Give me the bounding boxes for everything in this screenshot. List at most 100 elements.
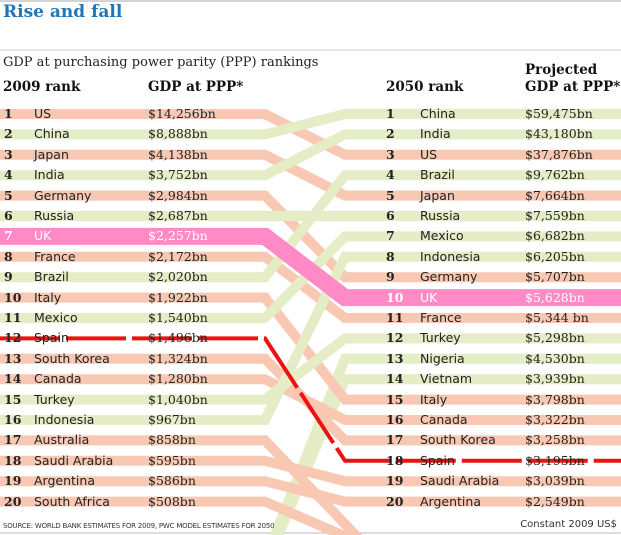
- right-country: Japan: [420, 187, 455, 203]
- right-gdp: $5,707bn: [525, 269, 585, 285]
- chart-subtitle: GDP at purchasing power parity (PPP) ran…: [3, 55, 319, 70]
- left-country: Russia: [34, 208, 75, 223]
- right-country: Russia: [420, 208, 461, 223]
- left-rank: 2: [4, 126, 13, 142]
- right-country: Nigeria: [420, 350, 465, 366]
- header-2050-gdp-line1: Projected: [525, 62, 598, 78]
- left-country: Italy: [34, 289, 62, 305]
- flow-line-indonesia: [0, 251, 621, 425]
- left-gdp: $858bn: [148, 432, 196, 448]
- left-gdp: $3,752bn: [148, 167, 208, 183]
- right-gdp: $43,180bn: [525, 126, 593, 142]
- right-gdp: $37,876bn: [525, 146, 593, 162]
- right-country: US: [420, 146, 438, 162]
- right-country: Canada: [420, 412, 468, 427]
- right-gdp: $2,549bn: [525, 493, 585, 509]
- left-gdp: $586bn: [148, 473, 196, 489]
- left-gdp: $1,040bn: [148, 391, 208, 407]
- right-country: UK: [420, 289, 438, 305]
- flow-line-france: [0, 251, 621, 323]
- flow-line-uk: [0, 227, 621, 307]
- right-rank: 13: [386, 350, 404, 366]
- right-gdp: $4,530bn: [525, 350, 585, 366]
- left-country: Germany: [34, 187, 92, 203]
- left-gdp: $1,324bn: [148, 350, 208, 366]
- left-rank: 17: [4, 432, 22, 448]
- left-country: Japan: [34, 146, 69, 162]
- right-rank: 7: [386, 228, 395, 244]
- right-country: Indonesia: [420, 248, 481, 264]
- right-country: Argentina: [420, 493, 481, 509]
- right-rank: 19: [386, 473, 404, 489]
- left-country: Saudi Arabia: [34, 452, 114, 468]
- right-rank: 20: [386, 493, 404, 509]
- left-rank: 7: [4, 228, 13, 244]
- right-gdp: $6,205bn: [525, 248, 585, 264]
- left-rank: 6: [4, 208, 13, 223]
- flow-line-turkey: [0, 333, 621, 405]
- right-rank: 12: [386, 330, 404, 346]
- left-gdp: $2,984bn: [148, 187, 208, 203]
- flow-line-brazil: [0, 170, 621, 283]
- flow-line-japan: [0, 149, 621, 201]
- right-gdp: $59,475bn: [525, 106, 593, 121]
- flow-line-south-africa: [0, 496, 355, 535]
- right-gdp: $3,939bn: [525, 371, 585, 387]
- flow-line-china: [0, 109, 621, 140]
- left-gdp: $595bn: [148, 452, 196, 468]
- left-gdp: $2,257bn: [148, 228, 208, 244]
- right-rank: 5: [386, 187, 395, 203]
- right-gdp: $5,628bn: [525, 289, 585, 305]
- right-gdp: $7,559bn: [525, 208, 585, 223]
- left-gdp: $8,888bn: [148, 126, 208, 142]
- chart-title: Rise and fall: [3, 2, 123, 22]
- left-gdp: $2,687bn: [148, 208, 208, 223]
- left-country: Argentina: [34, 473, 95, 489]
- right-country: Spain: [420, 452, 455, 468]
- left-country: Indonesia: [34, 412, 95, 427]
- left-rank: 14: [4, 371, 22, 387]
- left-rank: 13: [4, 350, 22, 366]
- right-country: Saudi Arabia: [420, 473, 500, 489]
- right-rank: 10: [386, 289, 404, 305]
- right-rank: 9: [386, 269, 395, 285]
- right-gdp: $3,039bn: [525, 473, 585, 489]
- left-rank: 20: [4, 493, 22, 509]
- flow-line-argentina: [0, 476, 621, 507]
- right-country: China: [420, 106, 456, 121]
- currency-note: Constant 2009 US$: [520, 519, 617, 530]
- right-rank: 4: [386, 167, 395, 183]
- right-rank: 16: [386, 412, 404, 427]
- left-rank: 4: [4, 167, 13, 183]
- left-gdp: $508bn: [148, 493, 196, 509]
- source-note: SOURCE: WORLD BANK ESTIMATES FOR 2009, P…: [3, 522, 275, 530]
- flow-line-india: [0, 129, 621, 181]
- left-gdp: $1,922bn: [148, 289, 208, 305]
- left-rank: 18: [4, 452, 22, 468]
- right-country: Germany: [420, 269, 478, 285]
- right-gdp: $3,195bn: [525, 452, 585, 468]
- left-country: Turkey: [34, 391, 75, 407]
- right-rank: 6: [386, 208, 395, 223]
- flow-line-saudi-arabia: [0, 455, 621, 487]
- right-rank: 11: [386, 310, 404, 325]
- flow-line-spain: [0, 336, 621, 463]
- left-rank: 3: [4, 146, 13, 162]
- left-country: Mexico: [34, 310, 78, 325]
- left-country: Canada: [34, 371, 82, 387]
- left-country: France: [34, 248, 76, 264]
- right-gdp: $3,258bn: [525, 432, 585, 448]
- left-country: China: [34, 126, 70, 142]
- right-gdp: $3,798bn: [525, 391, 585, 407]
- right-gdp: $9,762bn: [525, 167, 585, 183]
- right-rank: 14: [386, 371, 404, 387]
- right-country: Turkey: [420, 330, 461, 346]
- left-rank: 15: [4, 391, 22, 407]
- left-rank: 12: [4, 330, 22, 346]
- right-country: South Korea: [420, 432, 496, 448]
- left-gdp: $2,172bn: [148, 248, 208, 264]
- left-gdp: $14,256bn: [148, 106, 216, 121]
- header-2050-gdp-line2: GDP at PPP*: [525, 79, 621, 95]
